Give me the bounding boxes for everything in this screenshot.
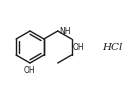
Text: OH: OH bbox=[23, 66, 35, 75]
Text: OH: OH bbox=[73, 43, 84, 52]
Text: HCl: HCl bbox=[102, 43, 122, 52]
Text: NH: NH bbox=[60, 27, 71, 36]
